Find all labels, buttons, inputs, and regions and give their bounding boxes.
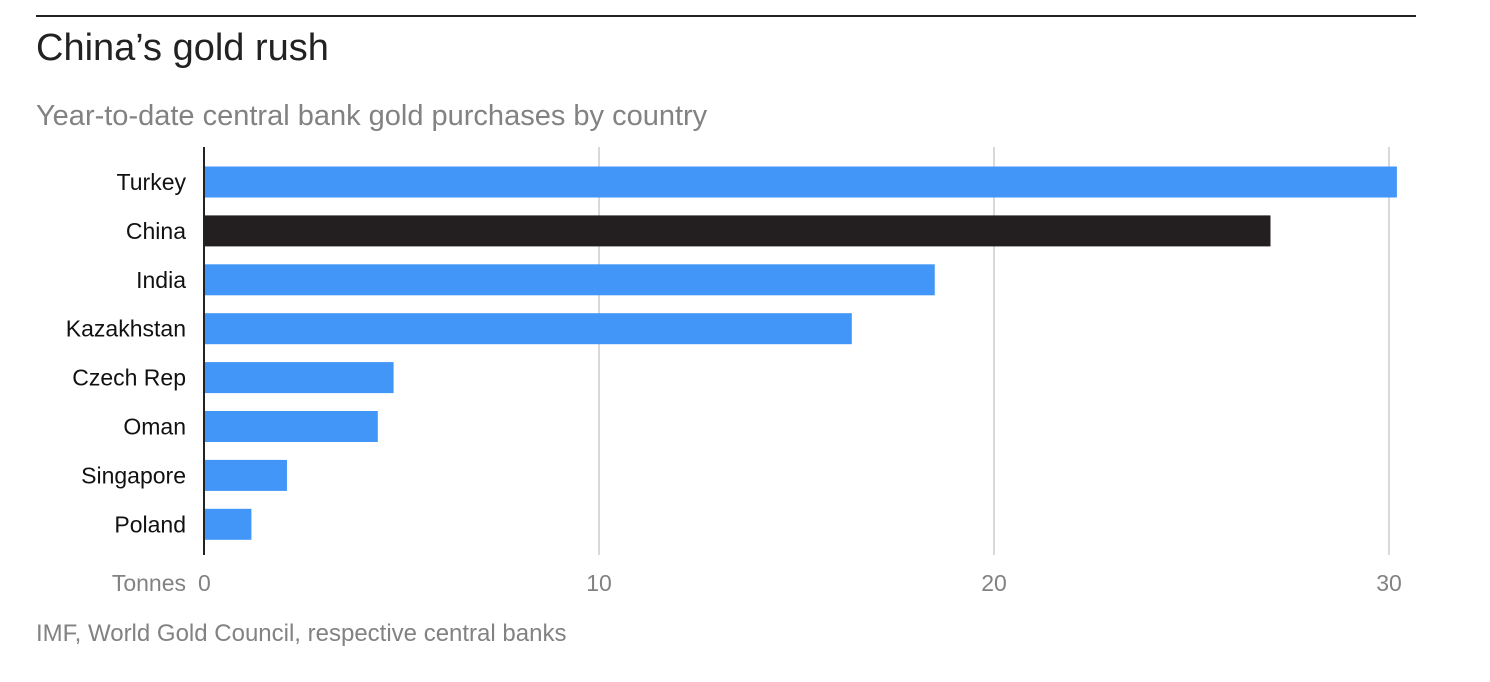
category-label: Czech Rep <box>72 365 186 391</box>
category-label: Oman <box>123 414 186 440</box>
x-tick-label: 10 <box>586 570 612 596</box>
category-label: Kazakhstan <box>66 316 186 342</box>
bar <box>204 215 1271 247</box>
bar <box>204 508 252 540</box>
category-label: Turkey <box>117 169 187 195</box>
top-rule <box>36 15 1416 17</box>
bar <box>204 313 852 345</box>
chart-title: China’s gold rush <box>36 27 329 69</box>
bar <box>204 362 394 394</box>
x-tick-label: 20 <box>981 570 1007 596</box>
bar <box>204 166 1397 198</box>
bar <box>204 411 378 442</box>
category-label: Singapore <box>81 462 186 488</box>
category-label: China <box>126 218 186 244</box>
x-tick-label: 30 <box>1376 570 1402 596</box>
category-label: India <box>136 267 186 293</box>
chart-subtitle: Year-to-date central bank gold purchases… <box>36 100 708 132</box>
bar <box>204 459 287 491</box>
chart-source: IMF, World Gold Council, respective cent… <box>36 620 567 647</box>
bar <box>204 264 935 296</box>
category-label: Poland <box>114 511 186 537</box>
x-axis-label: Tonnes <box>112 570 186 596</box>
x-tick-label: 0 <box>198 570 211 596</box>
